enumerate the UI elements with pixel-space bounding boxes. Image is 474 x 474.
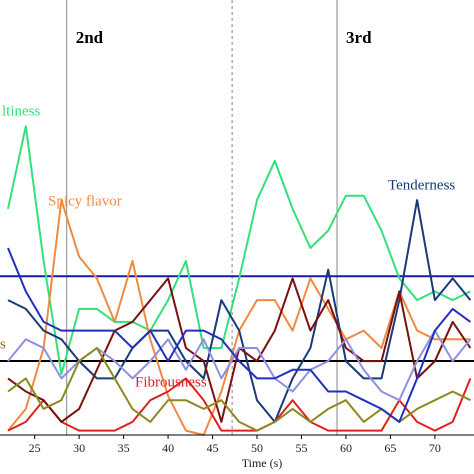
series-line (7, 199, 472, 423)
series-line (7, 125, 471, 376)
x-tick-label: 45 (207, 441, 219, 455)
x-tick-label: 50 (251, 441, 263, 455)
series-annotation: Fibrousness (135, 374, 207, 390)
series-line (7, 247, 471, 423)
series-annotation: s (0, 336, 6, 352)
x-tick-label: 25 (29, 441, 41, 455)
series-line (7, 277, 472, 423)
x-tick-label: 65 (384, 441, 396, 455)
series-line (7, 377, 472, 432)
x-tick-label: 70 (429, 441, 441, 455)
series-annotation: Tenderness (388, 177, 455, 193)
x-tick-label: 30 (73, 441, 85, 455)
x-tick-label: 60 (340, 441, 352, 455)
phase-label: 2nd (76, 28, 104, 47)
series-annotation: Spicy flavor (48, 193, 122, 209)
x-tick-label: 40 (162, 441, 174, 455)
phase-label: 3rd (346, 28, 372, 47)
series-annotation: ltiness (2, 103, 40, 119)
x-tick-label: 55 (295, 441, 307, 455)
x-axis-label: Time (s) (242, 456, 283, 470)
x-tick-label: 35 (118, 441, 130, 455)
